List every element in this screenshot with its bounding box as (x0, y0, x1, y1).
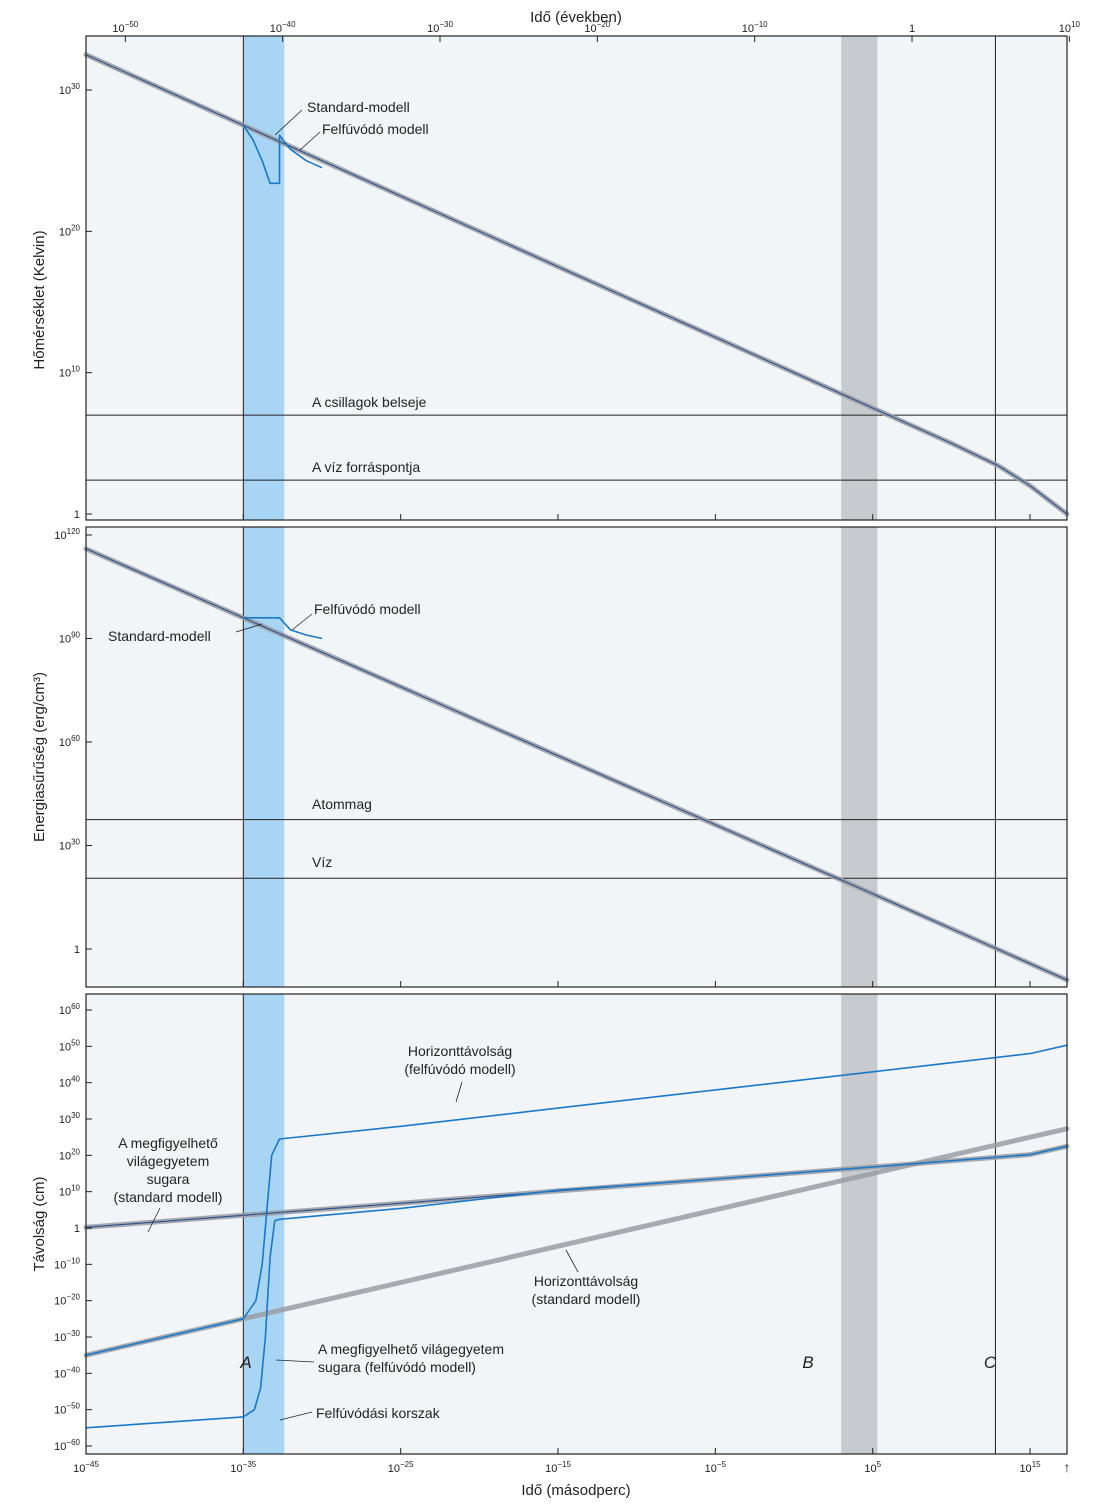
y-tick-label: 1 (74, 509, 80, 521)
temperature-frame (85, 35, 1068, 521)
y-tick-label: 1010 (59, 1184, 81, 1199)
hor-std-leader (565, 1249, 579, 1273)
energy-y-axis-title: Energiasűrűség (erg/cm³) (31, 672, 48, 842)
top-x-tick-label: 10−20 (584, 20, 610, 35)
y-tick-label: 10−20 (54, 1293, 80, 1308)
y-tick-label: 1030 (59, 838, 81, 853)
standard-curve (83, 1126, 1070, 1358)
reference-lines (86, 414, 1067, 879)
x-tick-label: 10−15 (545, 1460, 571, 1475)
top-x-axis-title: Idő (években) (530, 9, 622, 26)
zone-a-label: A (239, 1353, 251, 1372)
hor-std-line-2: (standard modell) (532, 1291, 641, 1307)
standard-curve-core (85, 54, 1068, 515)
x-tick-label: 10−25 (388, 1460, 414, 1475)
y-tick-label: 1020 (59, 223, 81, 238)
y-tick-label: 10−50 (54, 1402, 80, 1417)
y-tick-label: 1030 (59, 1111, 81, 1126)
zone-b-label: B (802, 1353, 813, 1372)
zone-c-label: C (984, 1353, 997, 1372)
energy-panel (86, 527, 1067, 987)
temp-inflation-label: Felfúvódó modell (322, 121, 429, 137)
b-band (841, 36, 878, 520)
distance-frame (85, 993, 1068, 1455)
temp-inflation-leader (299, 131, 321, 151)
curves (83, 52, 1070, 1429)
stars-interior-label: A csillagok belseje (312, 394, 427, 410)
y-tick-label: 1040 (59, 1075, 81, 1090)
distance-panel (86, 994, 1067, 1454)
top-x-tick-label: 10−10 (742, 20, 768, 35)
hor-std-line-1: Horizonttávolság (534, 1273, 638, 1289)
y-tick-label: 1050 (59, 1038, 81, 1053)
axis-ticks: 1 1010 1020 1030 1 1030 1060 1090 10120 10−60 10−5… (54, 20, 1080, 1475)
energy-inflation-leader (291, 613, 313, 631)
epoch-leader (279, 1411, 313, 1421)
energy-standard-leader (235, 623, 263, 633)
y-tick-label: 1010 (59, 365, 81, 380)
obs-std-line-2: világegyetem (127, 1153, 210, 1169)
distance-y-axis-title: Távolság (cm) (31, 1176, 48, 1271)
obs-inf-leader (275, 1359, 315, 1363)
energy-inflation-label: Felfúvódó modell (314, 601, 421, 617)
obs-std-line-3: sugara (147, 1171, 190, 1187)
x-tick-label: 10−5 (705, 1460, 727, 1475)
inflation-curve (242, 124, 323, 185)
y-tick-label: 1030 (59, 82, 81, 97)
x-tick-label: 105 (864, 1460, 881, 1475)
obs-std-line-1: A megfigyelhető (118, 1135, 218, 1151)
now-arrow: ↑ (1064, 1459, 1071, 1475)
water-label: Víz (312, 854, 332, 870)
y-tick-label: 10120 (54, 527, 80, 542)
epoch-bands (242, 36, 996, 1454)
temperature-y-axis-title: Hőmérséklet (Kelvin) (31, 230, 48, 369)
bottom-x-axis-title: Idő (másodperc) (521, 1482, 630, 1499)
inflation-band (243, 527, 285, 987)
obs-std-line-4: (standard modell) (114, 1189, 223, 1205)
inflation-band (243, 36, 285, 520)
nucleus-label: Atommag (312, 796, 372, 812)
obs-std-leader (147, 1207, 161, 1233)
y-tick-label: 1 (74, 1223, 80, 1235)
inflation-curve (85, 1145, 1068, 1429)
x-tick-label: 10−35 (230, 1460, 256, 1475)
top-x-tick-label: 10−50 (112, 20, 138, 35)
x-tick-label: 10−45 (73, 1460, 99, 1475)
y-tick-label: 1060 (59, 734, 81, 749)
epoch-label: Felfúvódási korszak (316, 1405, 441, 1421)
temperature-panel (86, 36, 1067, 520)
y-tick-label: 10−10 (54, 1256, 80, 1271)
b-band (841, 994, 878, 1454)
inflation-band (243, 994, 285, 1454)
obs-inf-line-1: A megfigyelhető világegyetem (318, 1341, 504, 1357)
inflation-curve (243, 616, 323, 640)
top-x-tick-label: 10−30 (427, 20, 453, 35)
temp-standard-label: Standard-modell (307, 99, 410, 115)
hor-inf-line-2: (felfúvódó modell) (404, 1061, 515, 1077)
top-x-tick-label: 10−40 (270, 20, 296, 35)
obs-std-label: A megfigyelhető világegyetem sugara (sta… (114, 1135, 223, 1205)
obs-inf-line-2: sugara (felfúvódó modell) (318, 1359, 476, 1375)
energy-standard-label: Standard-modell (108, 628, 211, 644)
top-x-tick-label: 1 (909, 23, 915, 35)
y-tick-label: 10−40 (54, 1365, 80, 1380)
water-boiling-label: A víz forráspontja (312, 459, 420, 475)
y-tick-label: 1020 (59, 1147, 81, 1162)
y-tick-label: 10−60 (54, 1438, 80, 1453)
b-band (841, 527, 878, 987)
y-tick-label: 10−30 (54, 1329, 80, 1344)
hor-inf-line-1: Horizonttávolság (408, 1043, 512, 1059)
energy-frame (85, 526, 1068, 988)
inflation-curve (85, 1044, 1068, 1356)
x-tick-label: 1015 (1019, 1460, 1041, 1475)
top-x-tick-label: 1010 (1059, 20, 1081, 35)
y-tick-label: 1090 (59, 631, 81, 646)
hor-inf-leader (455, 1081, 463, 1103)
y-tick-label: 1060 (59, 1002, 81, 1017)
temp-standard-leader (274, 109, 303, 136)
y-tick-label: 1 (74, 944, 80, 956)
